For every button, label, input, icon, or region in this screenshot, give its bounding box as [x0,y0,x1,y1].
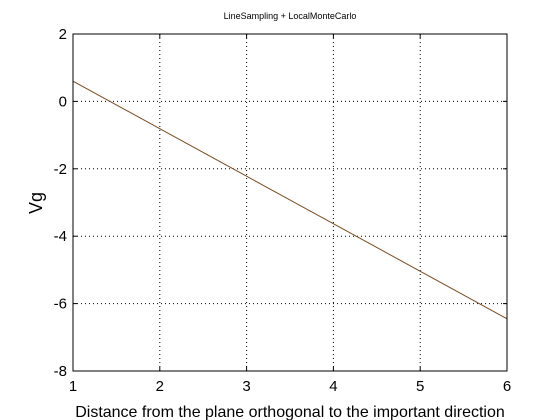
y-tick-label: -8 [54,363,67,380]
chart-title: LineSampling + LocalMonteCarlo [224,11,357,21]
y-axis-label: Vg [26,192,46,214]
x-tick-label: 2 [156,378,164,395]
y-tick-label: 0 [59,93,67,110]
x-tick-label: 5 [416,378,424,395]
x-tick-label: 3 [242,378,250,395]
y-tick-label: -4 [54,228,67,245]
y-tick-label: -6 [54,296,67,313]
x-axis-label: Distance from the plane orthogonal to th… [75,404,505,420]
y-tick-label: -2 [54,161,67,178]
x-tick-label: 4 [329,378,337,395]
x-tick-label: 6 [503,378,511,395]
y-tick-label: 2 [59,26,67,43]
x-tick-label: 1 [69,378,77,395]
